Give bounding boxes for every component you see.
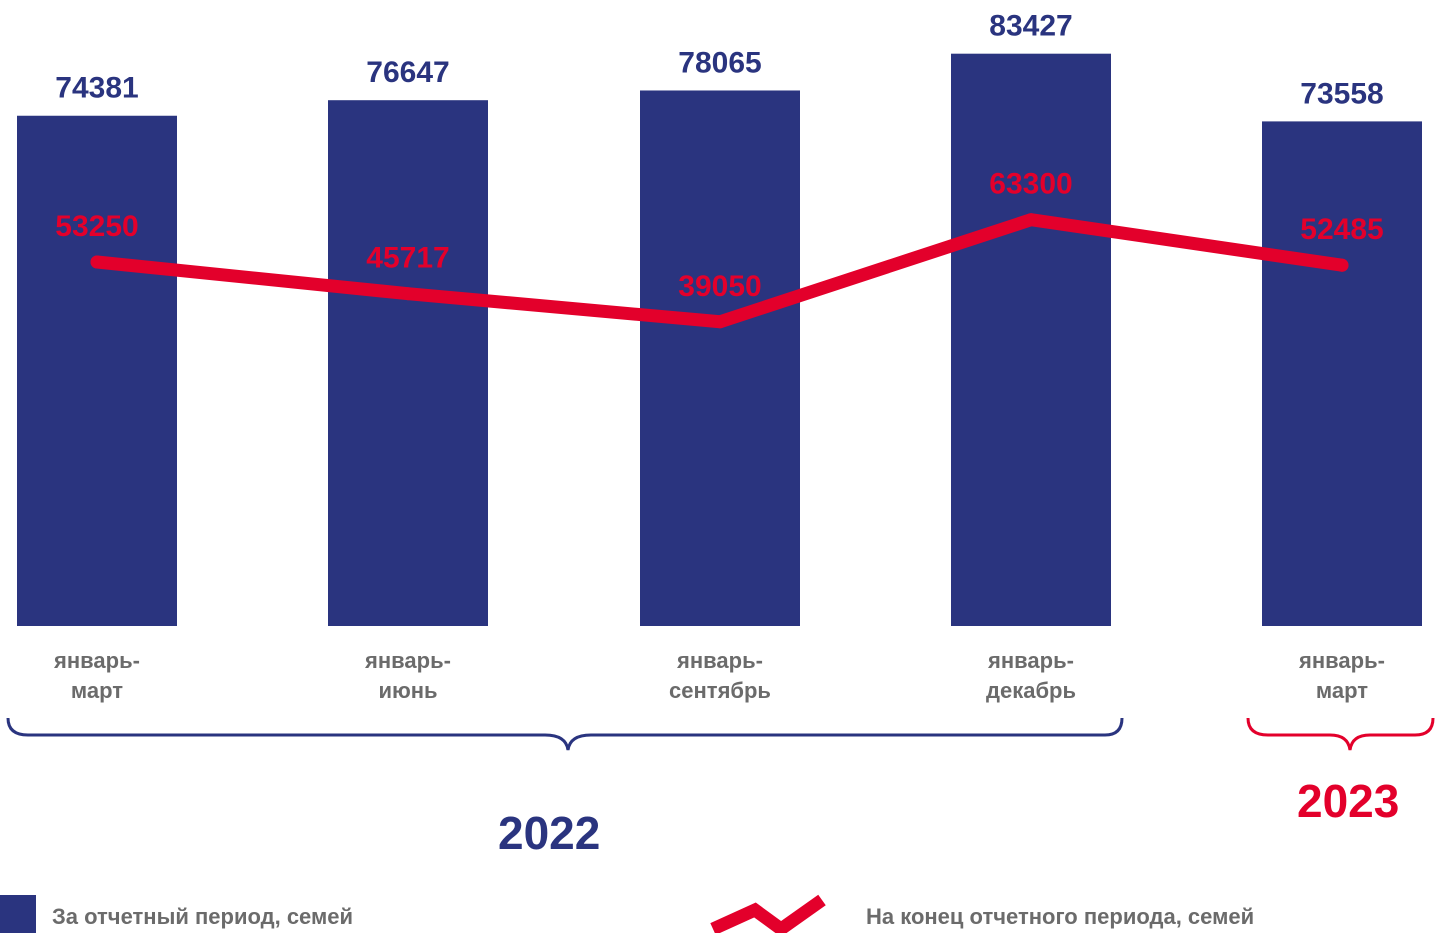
- legend-bar-label: За отчетный период, семей: [52, 904, 354, 929]
- brace-2022: [6, 717, 1124, 751]
- bar-value-label: 74381: [55, 72, 138, 105]
- line-point: [90, 255, 104, 269]
- line-point: [713, 315, 727, 329]
- bar: [951, 53, 1111, 626]
- year-2022-label: 2022: [498, 807, 601, 859]
- bar: [17, 115, 177, 626]
- brace-2023: [1246, 717, 1435, 751]
- legend-line-swatch: [710, 894, 826, 933]
- bar-value-label: 83427: [989, 10, 1072, 43]
- year-2023-label: 2023: [1297, 775, 1400, 827]
- bar: [328, 100, 488, 626]
- line-value-label: 63300: [989, 168, 1072, 201]
- bar-value-label: 73558: [1300, 77, 1383, 110]
- bar-value-label: 78065: [678, 46, 761, 79]
- category-label: январь-сентябрь: [669, 648, 771, 703]
- legend-bar-swatch: [0, 895, 36, 933]
- line-point: [401, 287, 415, 301]
- category-label: январь-март: [1298, 648, 1385, 703]
- line-value-label: 45717: [366, 242, 449, 275]
- line-value-label: 39050: [678, 270, 761, 303]
- line-value-label: 53250: [55, 210, 138, 243]
- category-label: январь-июнь: [364, 648, 451, 703]
- category-label: январь-март: [53, 648, 140, 703]
- line-value-label: 52485: [1300, 213, 1383, 246]
- bar-value-label: 76647: [366, 56, 449, 89]
- category-label: январь-декабрь: [986, 648, 1076, 703]
- line-point: [1335, 258, 1349, 272]
- line-point: [1024, 213, 1038, 227]
- legend-line-label: На конец отчетного периода, семей: [866, 904, 1255, 929]
- bar: [640, 90, 800, 626]
- bar: [1262, 121, 1422, 626]
